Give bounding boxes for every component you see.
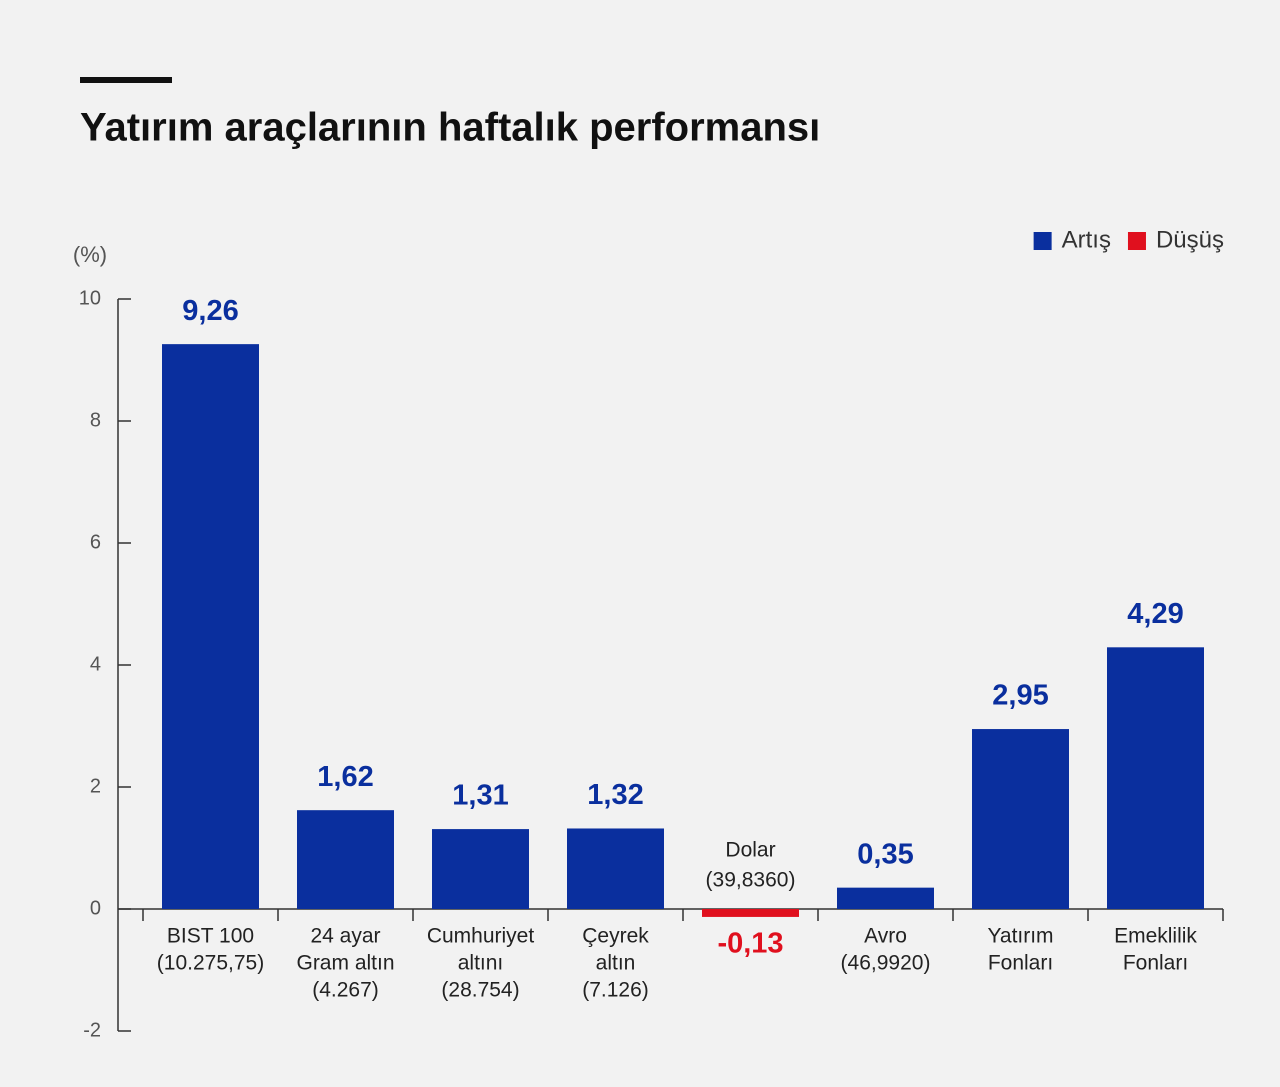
y-axis-label: (%) xyxy=(73,242,107,267)
x-tick-label: (4.267) xyxy=(312,979,379,1002)
y-tick-label: 8 xyxy=(90,409,101,431)
y-tick-label: 4 xyxy=(90,653,101,675)
bar xyxy=(432,829,529,909)
x-tick-label: Cumhuriyet xyxy=(427,925,535,948)
value-label: 9,26 xyxy=(182,295,238,327)
x-tick-label: (46,9920) xyxy=(841,952,931,975)
x-tick-label: (28.754) xyxy=(441,979,519,1002)
bar xyxy=(972,729,1069,909)
title-rule xyxy=(80,77,172,83)
bar xyxy=(702,909,799,917)
x-tick-label: (7.126) xyxy=(582,979,649,1002)
x-tick-label: (10.275,75) xyxy=(157,952,264,975)
x-tick-label: BIST 100 xyxy=(167,925,254,948)
x-tick-label: Emeklilik xyxy=(1114,925,1197,948)
y-tick-label: 2 xyxy=(90,775,101,797)
chart-title: Yatırım araçlarının haftalık performansı xyxy=(80,106,820,150)
bar xyxy=(297,810,394,909)
y-tick-label: -2 xyxy=(83,1019,101,1041)
value-label: 1,62 xyxy=(317,761,373,793)
x-tick-label: Fonları xyxy=(988,952,1053,975)
bar xyxy=(1107,647,1204,909)
x-tick-label: Yatırım xyxy=(987,925,1053,948)
x-tick-label: Fonları xyxy=(1123,952,1188,975)
x-tick-label: 24 ayar xyxy=(310,925,380,948)
y-tick-label: 0 xyxy=(90,897,101,919)
value-label: 0,35 xyxy=(857,838,913,870)
legend-label: Düşüş xyxy=(1156,226,1224,253)
x-tick-label: Gram altın xyxy=(296,952,394,975)
bar xyxy=(567,828,664,909)
value-label: -0,13 xyxy=(717,928,783,960)
value-label: 4,29 xyxy=(1127,598,1183,630)
x-tick-label: Avro xyxy=(864,925,907,948)
y-tick-label: 10 xyxy=(79,287,101,309)
x-tick-label: altını xyxy=(458,952,504,975)
bar xyxy=(837,887,934,909)
x-tick-label: Dolar xyxy=(725,839,775,862)
value-label: 1,32 xyxy=(587,779,643,811)
value-label: 1,31 xyxy=(452,780,508,812)
legend-label: Artış xyxy=(1062,226,1111,253)
y-tick-label: 6 xyxy=(90,531,101,553)
x-tick-label: (39,8360) xyxy=(706,869,796,892)
legend-swatch xyxy=(1127,232,1146,250)
bar xyxy=(162,344,259,909)
x-tick-label: Çeyrek xyxy=(582,925,649,948)
x-tick-label: altın xyxy=(596,952,636,975)
legend-swatch xyxy=(1033,232,1052,250)
value-label: 2,95 xyxy=(992,680,1048,712)
